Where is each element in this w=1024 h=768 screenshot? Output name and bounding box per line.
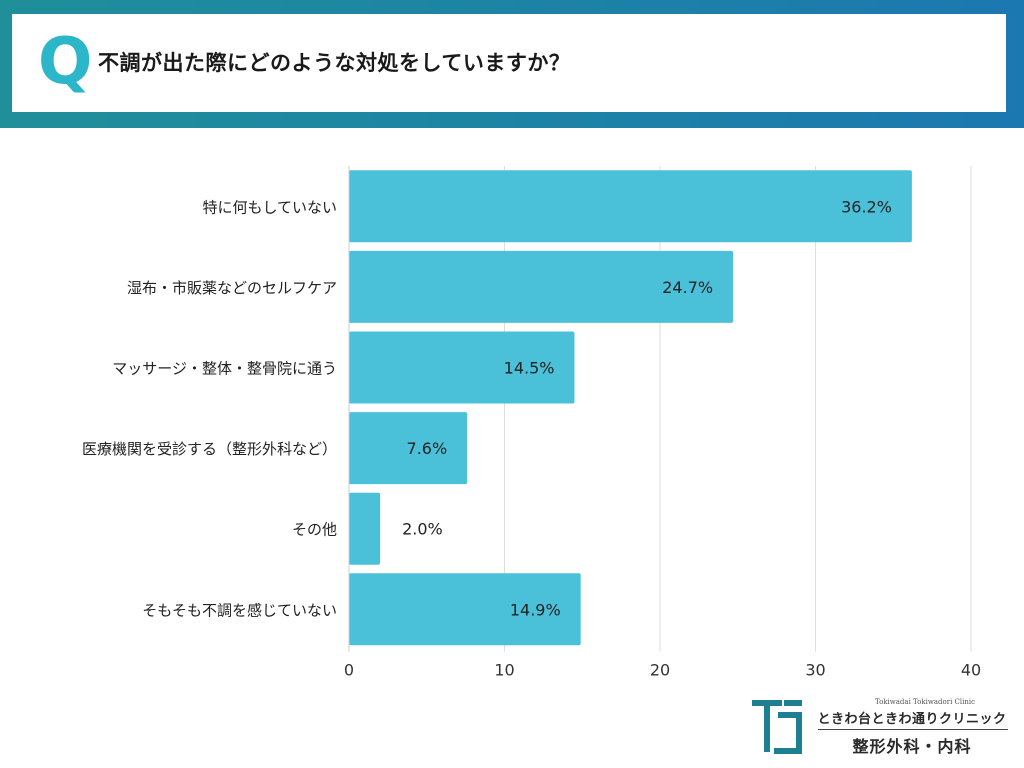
category-label: そもそも不調を感じていない xyxy=(142,601,337,619)
bar xyxy=(349,573,581,646)
logo-divider xyxy=(818,729,1008,730)
x-tick-label: 0 xyxy=(344,661,354,680)
data-label: 24.7% xyxy=(662,278,713,297)
category-label: その他 xyxy=(292,521,337,539)
x-tick-label: 10 xyxy=(494,661,514,680)
data-label: 14.5% xyxy=(504,359,555,378)
clinic-logo: Tokiwadai Tokiwadori Clinic ときわ台ときわ通りクリニ… xyxy=(748,690,1018,762)
category-label: 医療機関を受診する（整形外科など） xyxy=(82,440,337,458)
clinic-name-english: Tokiwadai Tokiwadori Clinic xyxy=(874,698,976,706)
question-card: Q 不調が出た際にどのような対処をしていますか？ xyxy=(12,14,1006,112)
bar xyxy=(349,331,575,404)
x-tick-label: 40 xyxy=(961,661,981,680)
clinic-departments: 整形外科・内科 xyxy=(852,737,972,756)
data-label: 36.2% xyxy=(841,197,892,216)
bar-chart: 0 10 20 30 40 特に何もしていない 36.2% 湿布・市販薬などのセルフケア 24.… xyxy=(82,166,981,680)
category-label: マッサージ・整体・整骨院に通う xyxy=(112,360,337,378)
bar xyxy=(349,250,734,323)
question-title: 不調が出た際にどのような対処をしていますか？ xyxy=(98,51,571,75)
bar xyxy=(349,412,468,485)
x-tick-label: 20 xyxy=(650,661,670,680)
clinic-name: ときわ台ときわ通りクリニック xyxy=(817,712,1007,727)
data-label: 7.6% xyxy=(407,439,448,458)
data-label: 14.9% xyxy=(510,600,561,619)
q-mark: Q xyxy=(38,25,93,99)
category-label: 特に何もしていない xyxy=(202,198,337,216)
x-tick-label: 30 xyxy=(805,661,825,680)
bar xyxy=(349,170,912,243)
clinic-logo-mark xyxy=(752,700,802,754)
category-label: 湿布・市販薬などのセルフケア xyxy=(127,279,337,297)
bar xyxy=(349,492,381,565)
data-label: 2.0% xyxy=(402,520,443,539)
